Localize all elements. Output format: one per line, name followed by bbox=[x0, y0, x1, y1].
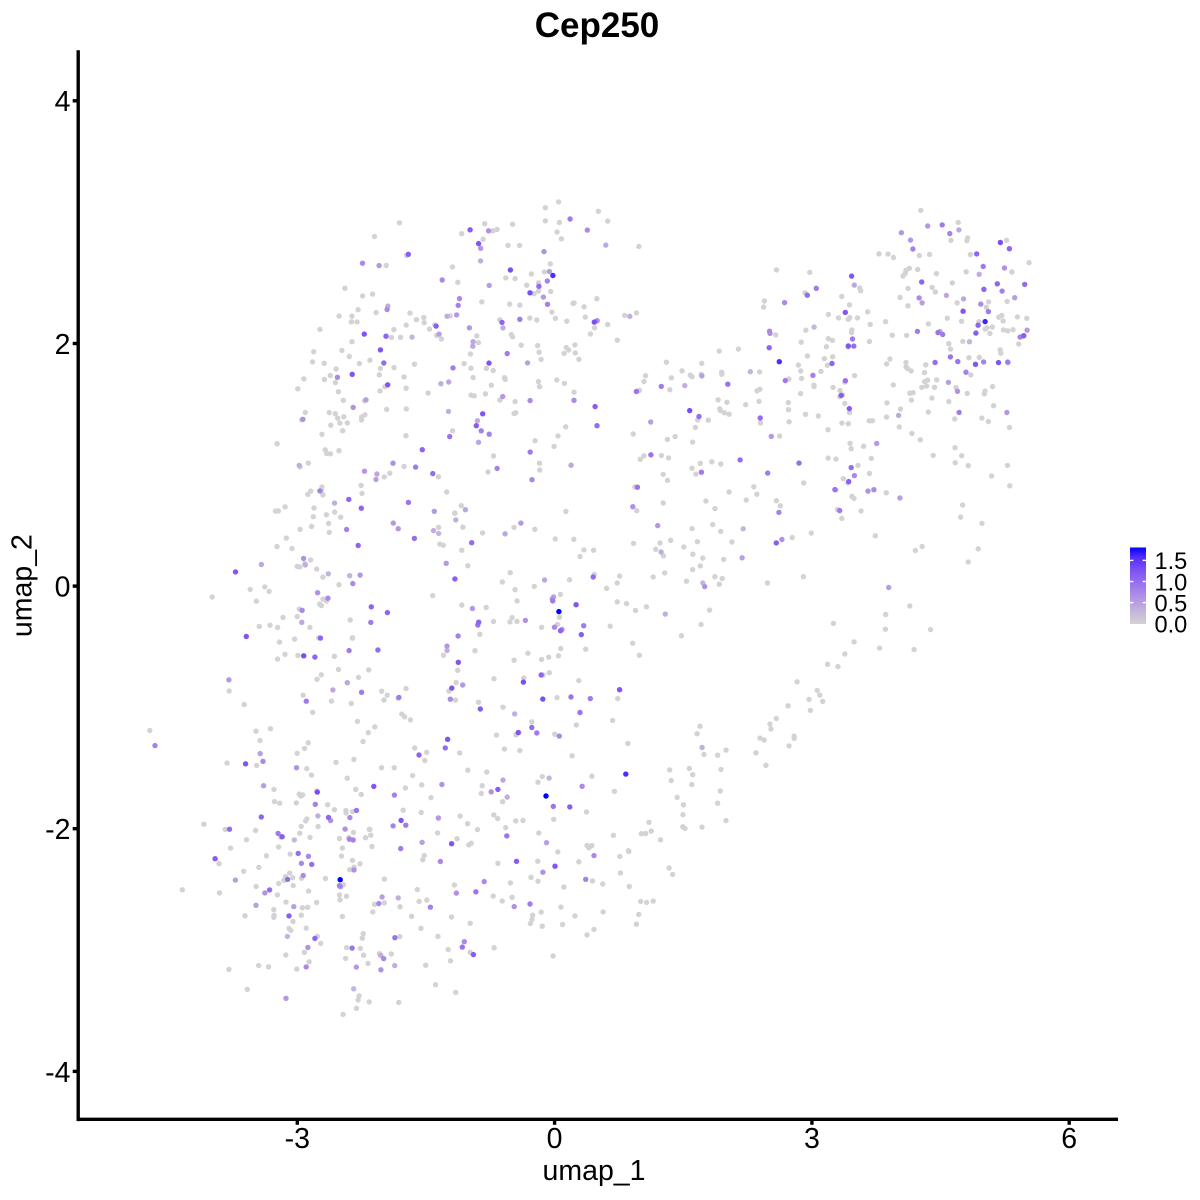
svg-text:-4: -4 bbox=[45, 1057, 70, 1089]
svg-text:0.5: 0.5 bbox=[1155, 591, 1188, 617]
svg-text:-2: -2 bbox=[45, 814, 70, 846]
svg-text:0: 0 bbox=[55, 572, 71, 604]
svg-text:umap_1: umap_1 bbox=[543, 1155, 646, 1187]
svg-text:umap_2: umap_2 bbox=[7, 534, 39, 637]
svg-text:6: 6 bbox=[1061, 1123, 1077, 1155]
svg-text:1.5: 1.5 bbox=[1155, 549, 1188, 575]
svg-text:0: 0 bbox=[547, 1123, 563, 1155]
svg-text:Cep250: Cep250 bbox=[535, 6, 660, 45]
svg-text:0.0: 0.0 bbox=[1155, 613, 1188, 639]
svg-text:3: 3 bbox=[804, 1123, 820, 1155]
svg-text:4: 4 bbox=[55, 86, 71, 118]
svg-text:1.0: 1.0 bbox=[1155, 570, 1188, 596]
svg-text:-3: -3 bbox=[285, 1123, 310, 1155]
svg-text:2: 2 bbox=[55, 329, 71, 361]
